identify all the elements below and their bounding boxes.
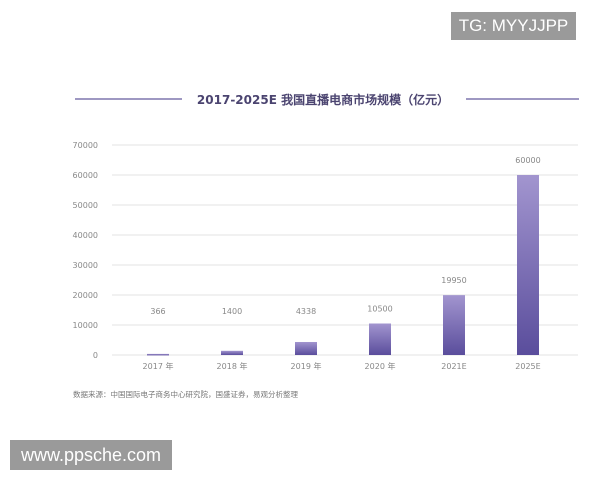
x-tick-label: 2018 年 [217, 361, 248, 371]
bar [295, 341, 317, 355]
data-label: 19950 [441, 276, 466, 285]
source-note: 数据来源：中国国际电子商务中心研究院，国盛证券，易观分析整理 [73, 389, 298, 399]
y-tick-label: 70000 [73, 141, 98, 150]
bar [369, 323, 391, 355]
y-tick-label: 10000 [73, 321, 98, 330]
bar [517, 175, 539, 355]
watermark-top: TG: MYYJJPP [451, 12, 576, 40]
y-tick-label: 0 [93, 351, 98, 360]
bar [443, 295, 465, 355]
data-label: 1400 [222, 307, 242, 316]
bar [221, 350, 243, 355]
data-label: 4338 [296, 307, 316, 316]
x-tick-label: 2021E [441, 362, 466, 371]
data-label: 366 [150, 307, 165, 316]
y-tick-label: 20000 [73, 291, 98, 300]
chart-title: 2017-2025E 我国直播电商市场规模（亿元） [197, 92, 449, 107]
data-label: 60000 [515, 156, 540, 165]
y-tick-label: 30000 [73, 261, 98, 270]
bar [147, 353, 169, 356]
y-tick-label: 60000 [73, 171, 98, 180]
x-tick-label: 2017 年 [143, 361, 174, 371]
y-tick-label: 50000 [73, 201, 98, 210]
x-tick-label: 2025E [515, 362, 540, 371]
data-label: 10500 [367, 305, 392, 314]
x-tick-label: 2020 年 [365, 361, 396, 371]
x-tick-label: 2019 年 [291, 361, 322, 371]
watermark-bottom: www.ppsche.com [10, 440, 172, 470]
y-tick-label: 40000 [73, 231, 98, 240]
